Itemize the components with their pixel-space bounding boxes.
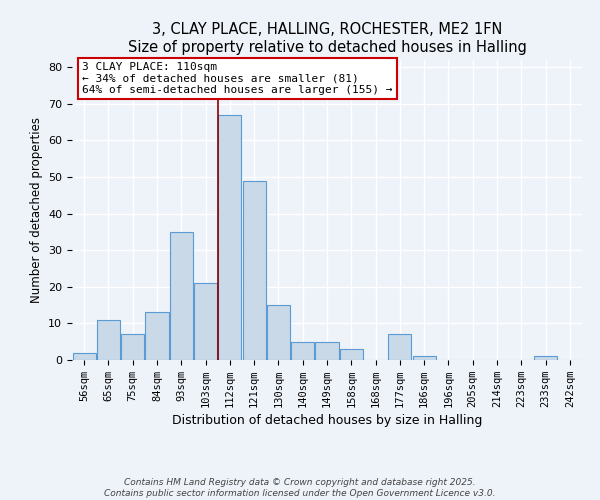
Title: 3, CLAY PLACE, HALLING, ROCHESTER, ME2 1FN
Size of property relative to detached: 3, CLAY PLACE, HALLING, ROCHESTER, ME2 1… xyxy=(128,22,526,54)
Text: 3 CLAY PLACE: 110sqm
← 34% of detached houses are smaller (81)
64% of semi-detac: 3 CLAY PLACE: 110sqm ← 34% of detached h… xyxy=(82,62,392,94)
Bar xyxy=(291,342,314,360)
Bar xyxy=(340,349,363,360)
Bar xyxy=(218,115,241,360)
Bar xyxy=(121,334,144,360)
Bar xyxy=(242,180,266,360)
Bar xyxy=(267,305,290,360)
Y-axis label: Number of detached properties: Number of detached properties xyxy=(29,117,43,303)
Bar xyxy=(170,232,193,360)
Bar xyxy=(388,334,412,360)
Bar xyxy=(534,356,557,360)
Bar xyxy=(97,320,120,360)
X-axis label: Distribution of detached houses by size in Halling: Distribution of detached houses by size … xyxy=(172,414,482,427)
Bar xyxy=(316,342,338,360)
Text: Contains HM Land Registry data © Crown copyright and database right 2025.
Contai: Contains HM Land Registry data © Crown c… xyxy=(104,478,496,498)
Bar xyxy=(145,312,169,360)
Bar xyxy=(413,356,436,360)
Bar xyxy=(73,352,95,360)
Bar xyxy=(194,283,217,360)
